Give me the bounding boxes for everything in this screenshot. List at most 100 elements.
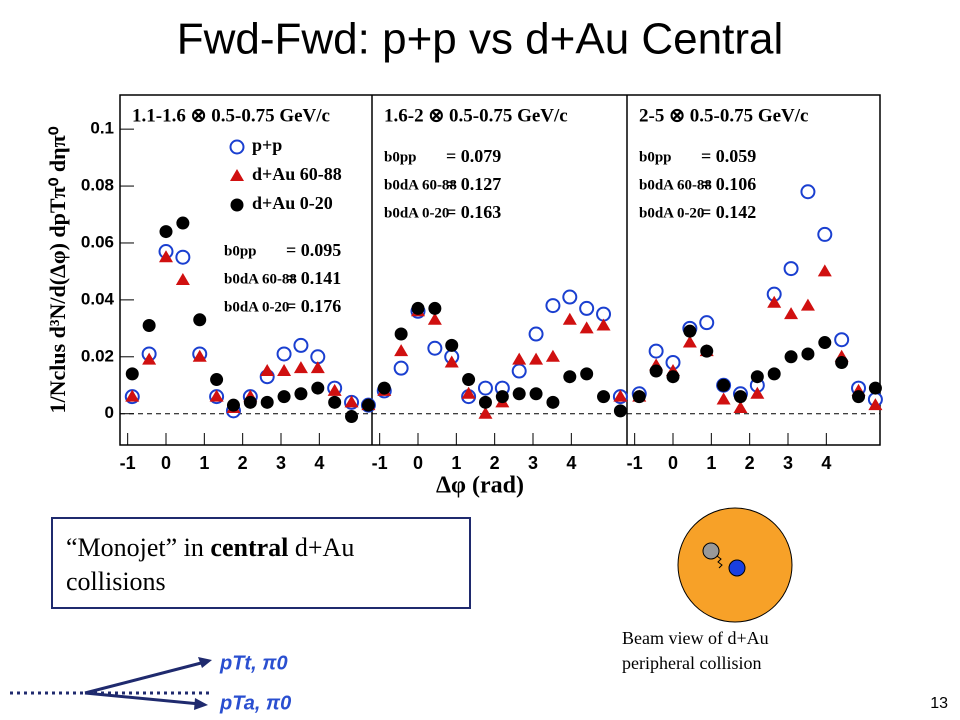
data-point xyxy=(597,390,611,404)
x-tick-label: 3 xyxy=(276,453,286,473)
x-tick-label: 2 xyxy=(238,453,248,473)
data-point xyxy=(682,335,697,348)
x-tick-label: 4 xyxy=(821,453,831,473)
data-point xyxy=(868,381,882,395)
data-point xyxy=(529,352,544,365)
annotation-label: b0dA 60-88 xyxy=(384,177,457,193)
y-tick-label: 0.08 xyxy=(81,176,114,195)
data-point xyxy=(580,367,594,381)
data-point xyxy=(210,373,224,387)
data-point xyxy=(226,398,240,412)
annotation-value: = 0.127 xyxy=(446,174,501,194)
data-point xyxy=(632,390,646,404)
arrow xyxy=(84,691,201,706)
data-point xyxy=(478,406,493,419)
arrow xyxy=(84,660,206,695)
nucleon xyxy=(702,542,720,560)
data-point xyxy=(394,327,408,341)
data-point xyxy=(613,389,628,402)
data-point xyxy=(800,298,815,311)
x-tick-label: 0 xyxy=(668,453,678,473)
x-tick-label: 4 xyxy=(314,453,324,473)
annotation-label: b0pp xyxy=(384,149,417,165)
data-point xyxy=(800,184,816,200)
annotation-label: b0pp xyxy=(639,149,672,165)
data-point xyxy=(666,370,680,384)
annotation-label: b0dA 0-20 xyxy=(384,205,449,221)
x-tick-label: 0 xyxy=(161,453,171,473)
data-point xyxy=(579,321,594,334)
data-point xyxy=(277,364,292,377)
data-point xyxy=(260,395,274,409)
x-tick-label: 4 xyxy=(566,453,576,473)
x-tick-label: 3 xyxy=(783,453,793,473)
annotation-value: = 0.059 xyxy=(701,146,756,166)
data-point xyxy=(411,301,425,315)
data-point xyxy=(512,352,527,365)
data-point xyxy=(311,381,325,395)
data-point xyxy=(699,315,715,331)
data-point xyxy=(344,395,359,408)
data-point xyxy=(784,350,798,364)
annotation-label: b0dA 60-88 xyxy=(639,177,712,193)
data-point xyxy=(276,346,292,362)
data-point xyxy=(427,312,442,325)
panel-title: 1.6-2 ⊗ 0.5-0.75 GeV/c xyxy=(384,105,568,126)
x-tick-label: -1 xyxy=(120,453,136,473)
data-point xyxy=(361,398,375,412)
x-tick-label: 2 xyxy=(745,453,755,473)
y-tick-label: 0.04 xyxy=(81,289,115,308)
data-point xyxy=(717,378,731,392)
data-point xyxy=(818,336,832,350)
data-point xyxy=(700,344,714,358)
data-point xyxy=(801,347,815,361)
data-point xyxy=(649,364,663,378)
panel-title: 2-5 ⊗ 0.5-0.75 GeV/c xyxy=(639,105,808,126)
data-point xyxy=(750,370,764,384)
data-point xyxy=(817,264,832,277)
y-tick-label: 0.02 xyxy=(81,346,114,365)
box-text-bold: central xyxy=(210,533,288,562)
data-point xyxy=(834,332,850,348)
x-axis-label: Δφ (rad) xyxy=(436,473,524,499)
data-point xyxy=(545,349,560,362)
data-point xyxy=(733,390,747,404)
legend-label: d+Au 60-88 xyxy=(252,164,342,184)
data-point xyxy=(277,390,291,404)
annotation-value: = 0.079 xyxy=(446,146,501,166)
x-tick-label: 1 xyxy=(706,453,716,473)
legend-marker xyxy=(229,139,245,155)
data-point xyxy=(260,364,275,377)
data-point xyxy=(545,298,561,314)
data-point xyxy=(562,289,578,305)
data-point xyxy=(377,381,391,395)
data-point xyxy=(784,307,799,320)
data-point xyxy=(868,398,883,411)
legend-marker xyxy=(230,169,244,181)
data-point xyxy=(563,370,577,384)
data-point xyxy=(546,395,560,409)
data-point xyxy=(512,387,526,401)
data-point xyxy=(243,395,257,409)
data-point xyxy=(511,363,527,379)
x-tick-label: -1 xyxy=(372,453,388,473)
data-point xyxy=(327,383,342,396)
x-tick-label: 2 xyxy=(490,453,500,473)
arrow-head xyxy=(198,657,212,668)
data-point xyxy=(394,344,409,357)
data-point xyxy=(613,404,627,418)
page-number: 13 xyxy=(930,695,948,712)
data-point xyxy=(175,249,191,265)
data-point xyxy=(176,216,190,230)
data-point xyxy=(175,272,190,285)
data-point xyxy=(192,349,207,362)
x-tick-label: 0 xyxy=(413,453,423,473)
data-point xyxy=(462,373,476,387)
data-point xyxy=(193,313,207,327)
squiggle xyxy=(716,555,723,569)
y-tick-label: 0.06 xyxy=(81,232,114,251)
data-point xyxy=(142,352,157,365)
data-point xyxy=(293,337,309,353)
data-point xyxy=(579,300,595,316)
